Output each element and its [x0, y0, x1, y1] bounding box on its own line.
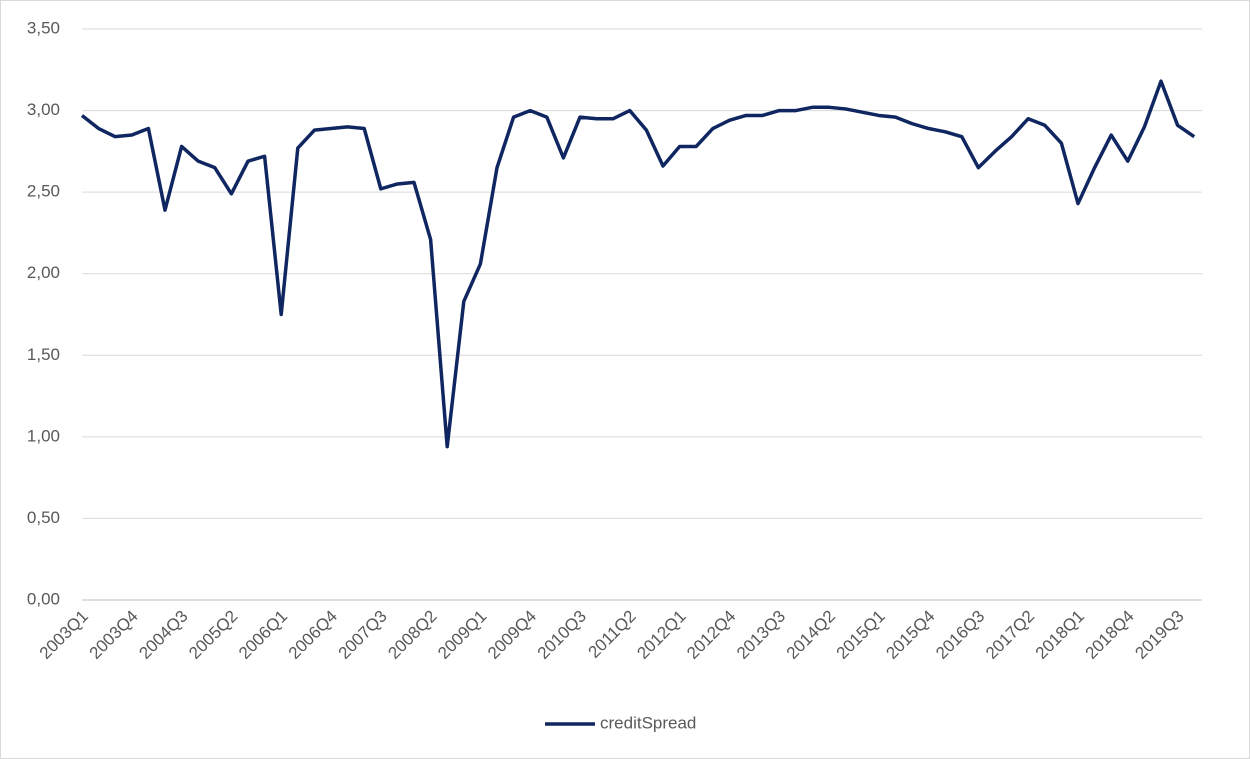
- y-tick-label: 0,00: [27, 589, 60, 608]
- y-tick-label: 3,00: [27, 100, 60, 119]
- y-tick-label: 2,00: [27, 263, 60, 282]
- y-tick-label: 2,50: [27, 182, 60, 201]
- legend-label: creditSpread: [600, 713, 696, 732]
- y-tick-label: 0,50: [27, 508, 60, 527]
- y-tick-label: 1,00: [27, 426, 60, 445]
- y-tick-label: 1,50: [27, 345, 60, 364]
- y-tick-label: 3,50: [27, 18, 60, 37]
- data-line: [80, 79, 1196, 449]
